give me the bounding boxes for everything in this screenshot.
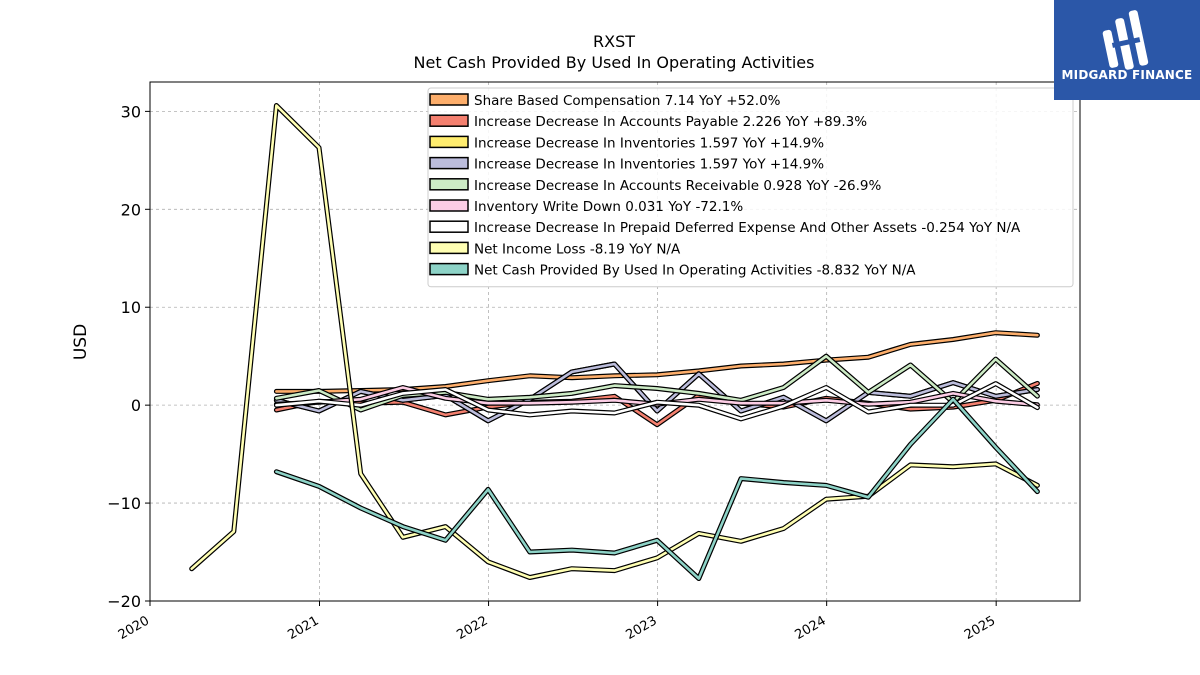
x-tick-label: 2024 [792, 613, 828, 643]
legend-swatch [429, 93, 469, 106]
y-tick-label: −10 [107, 494, 141, 513]
legend-entry: Increase Decrease In Inventories 1.597 Y… [474, 157, 824, 173]
series-line [190, 104, 1039, 579]
legend-swatch [429, 135, 469, 149]
x-tick-label: 2023 [623, 613, 659, 643]
legend-entry: Increase Decrease In Inventories 1.597 Y… [474, 135, 824, 151]
y-tick-label: 10 [121, 298, 141, 317]
legend-swatch [429, 220, 469, 233]
midgard-logo-icon [1102, 10, 1149, 70]
legend-entry: Increase Decrease In Prepaid Deferred Ex… [474, 220, 1021, 236]
y-axis: −20 −10 0 10 20 30 [107, 102, 150, 611]
legend: Share Based Compensation 7.14 YoY +52.0%… [427, 87, 1074, 288]
plot-area [189, 103, 1040, 581]
brand-name: MIDGARD FINANCE [1061, 68, 1193, 82]
y-tick-label: −20 [107, 592, 141, 611]
y-tick-label: 20 [121, 200, 141, 219]
legend-entry: Increase Decrease In Accounts Payable 2.… [474, 114, 867, 130]
x-tick-label: 2020 [116, 613, 152, 643]
x-tick-label: 2025 [962, 613, 998, 643]
legend-swatch [429, 262, 469, 276]
legend-entry: Increase Decrease In Accounts Receivable… [474, 178, 882, 194]
chart-subtitle: Net Cash Provided By Used In Operating A… [414, 53, 815, 72]
x-axis: 2020 2021 2022 2023 2024 2025 [116, 601, 998, 643]
legend-entry: Inventory Write Down 0.031 YoY -72.1% [474, 199, 743, 215]
legend-box [427, 87, 1074, 288]
x-tick-label: 2021 [285, 613, 321, 643]
x-tick-label: 2022 [454, 613, 490, 643]
axes-frame [149, 81, 1081, 602]
legend-swatch [429, 156, 469, 170]
legend-swatch [429, 199, 469, 212]
brand-logo: MIDGARD FINANCE [1054, 0, 1200, 100]
series-line [275, 362, 1039, 423]
legend-swatch [429, 178, 469, 191]
series-line [275, 382, 1039, 421]
y-tick-label: 0 [131, 396, 141, 415]
y-axis-label: USD [71, 324, 91, 360]
chart-title: RXST [593, 32, 635, 51]
series-line [275, 397, 1039, 580]
legend-swatch [429, 241, 469, 255]
legend-swatch [429, 114, 469, 127]
y-tick-label: 30 [121, 102, 141, 121]
legend-entry: Share Based Compensation 7.14 YoY +52.0% [474, 93, 781, 109]
series-line-outline [273, 330, 1040, 394]
legend-entry: Net Cash Provided By Used In Operating A… [474, 263, 916, 279]
legend-entry: Net Income Loss -8.19 YoY N/A [474, 241, 681, 257]
